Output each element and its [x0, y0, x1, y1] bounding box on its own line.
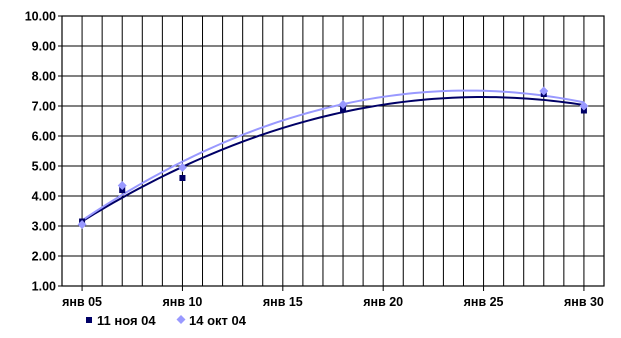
y-tick-label: 1.00 [32, 280, 56, 294]
axes [58, 15, 605, 291]
y-tick-label: 6.00 [32, 130, 56, 144]
y-tick-label: 7.00 [32, 100, 56, 114]
x-tick-label: янв 20 [363, 295, 403, 309]
x-tick-label: янв 25 [464, 295, 504, 309]
trendlines [81, 89, 585, 223]
y-tick-label: 2.00 [32, 250, 56, 264]
trendline-series-2 [81, 89, 585, 222]
plot-border [61, 15, 605, 287]
legend: 11 ноя 04 14 окт 04 [86, 313, 247, 328]
data-points [77, 86, 589, 229]
legend-label: 11 ноя 04 [97, 313, 156, 328]
y-tick-label: 10.00 [25, 10, 56, 24]
point-series-2 [117, 181, 127, 190]
y-tick-label: 4.00 [32, 190, 56, 204]
legend-marker-square [86, 317, 92, 323]
x-tick-label: янв 15 [263, 295, 303, 309]
x-tick-label: янв 10 [162, 295, 202, 309]
point-series-2 [77, 220, 87, 229]
point-series-2 [338, 100, 348, 109]
point-series-2 [579, 101, 589, 111]
y-tick-label: 9.00 [32, 40, 56, 54]
y-tick-label: 8.00 [32, 70, 56, 84]
x-tick-label: янв 05 [62, 295, 102, 309]
y-tick-label: 3.00 [32, 220, 56, 234]
x-tick-labels: янв 05 янв 10 янв 15 янв 20 янв 25 янв 30 [62, 295, 604, 309]
trendline-series-1 [81, 96, 585, 223]
point-series-2 [539, 86, 549, 96]
x-tick-label: янв 30 [564, 295, 604, 309]
point-series-2 [177, 163, 187, 172]
y-tick-labels: 10.00 9.00 8.00 7.00 6.00 5.00 4.00 3.00 2.00 1.0… [25, 10, 56, 294]
legend-marker-diamond [176, 315, 186, 324]
point-series-1 [179, 175, 186, 181]
legend-label: 14 окт 04 [189, 313, 247, 328]
y-tick-label: 5.00 [32, 160, 56, 174]
